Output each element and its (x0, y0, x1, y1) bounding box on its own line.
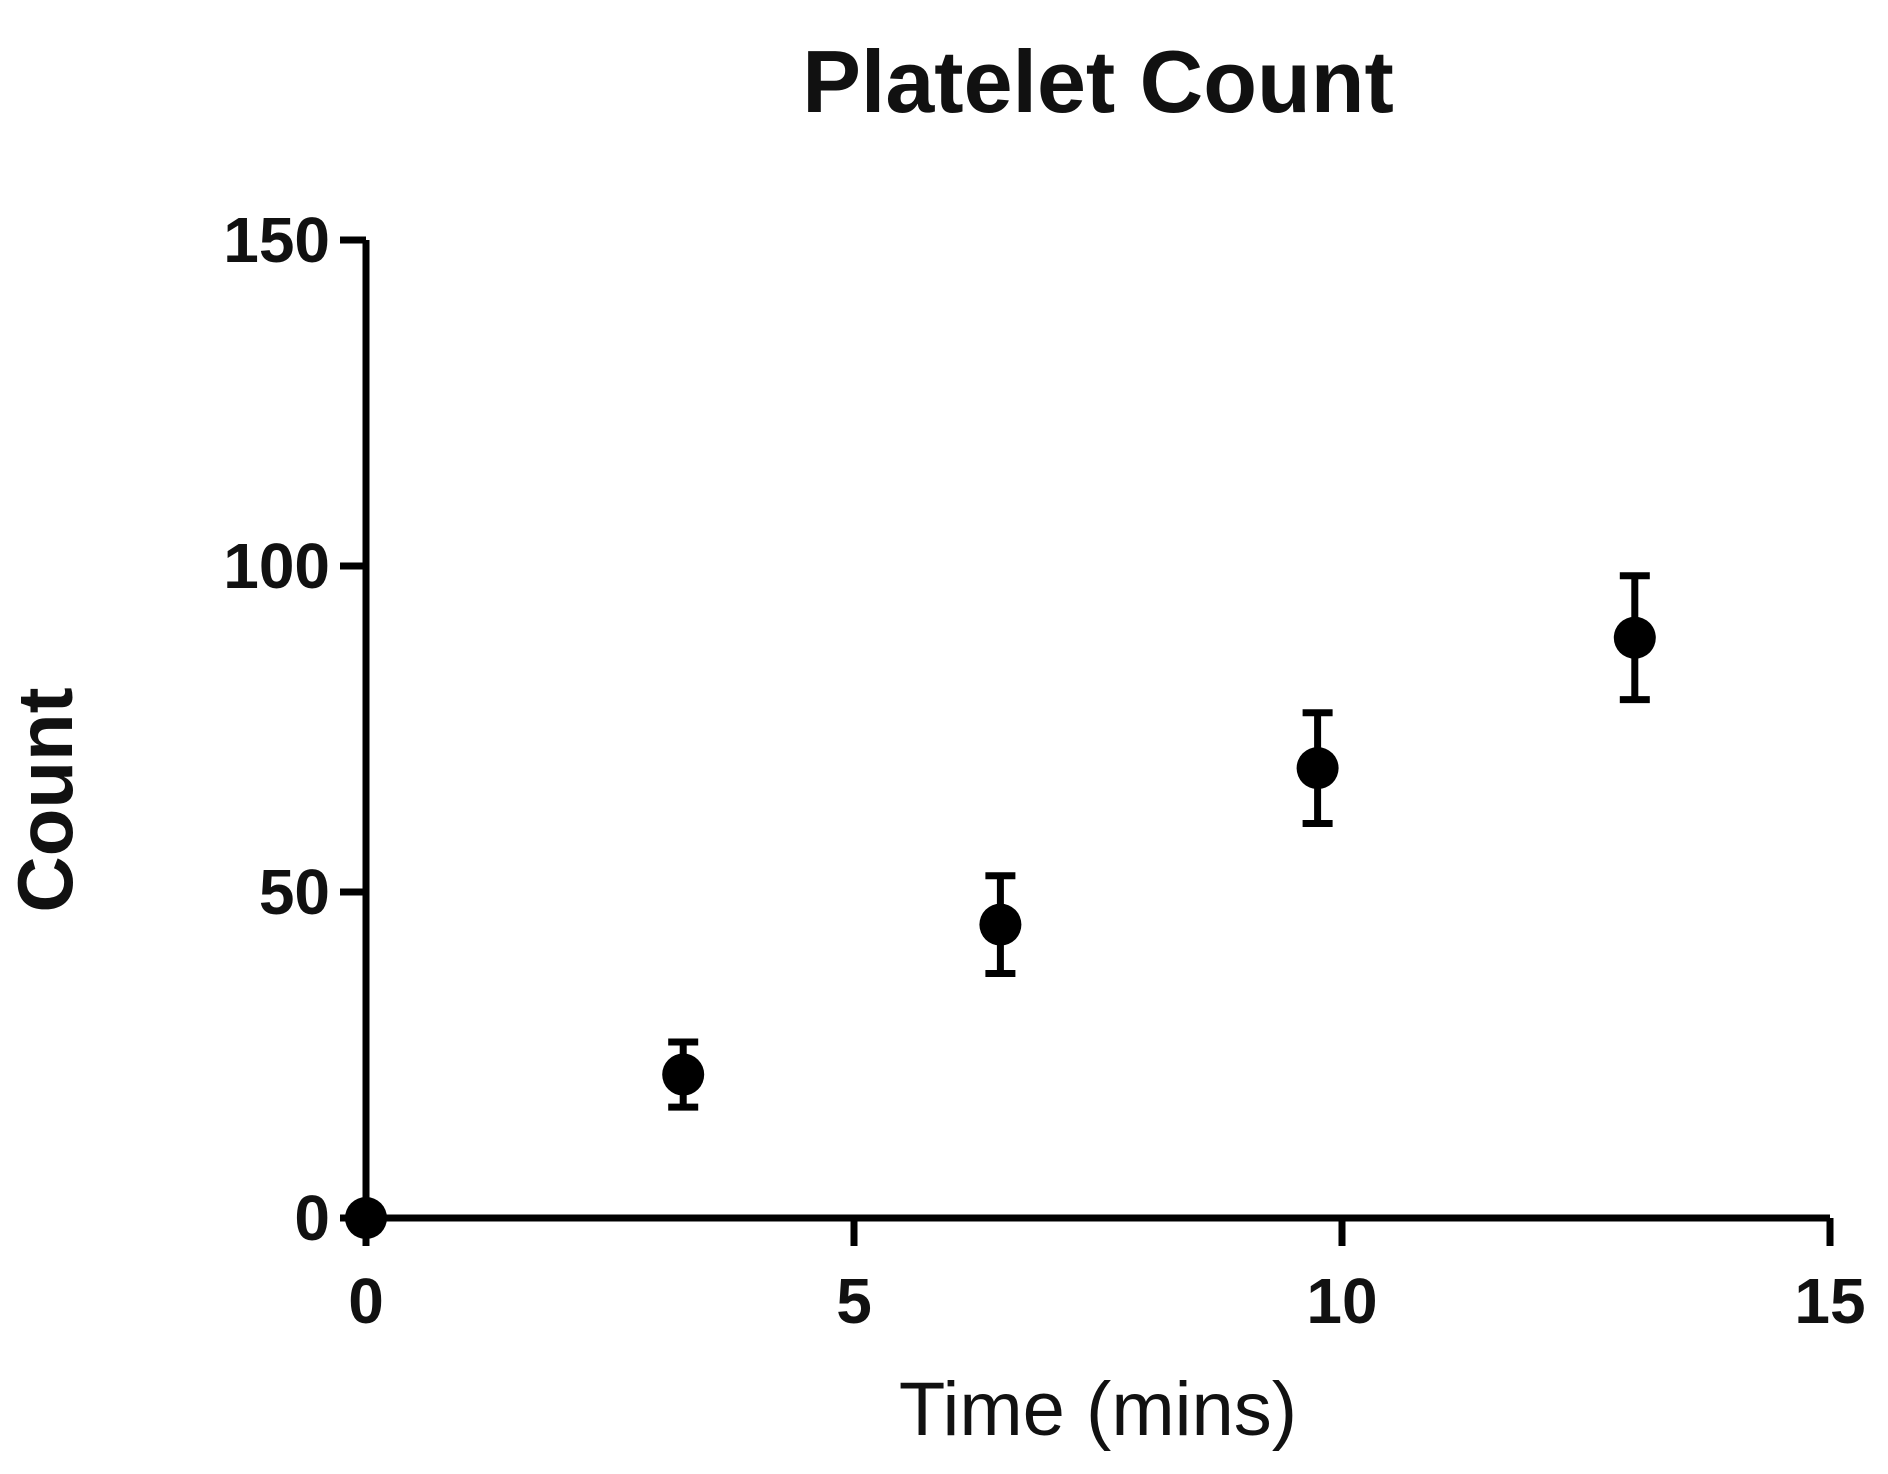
x-tick-label: 0 (348, 1265, 384, 1337)
data-point (345, 1197, 387, 1239)
y-axis-label: Count (1, 687, 89, 912)
data-point (979, 903, 1022, 946)
chart-title: Platelet Count (802, 32, 1394, 131)
y-tick-label: 100 (223, 530, 330, 602)
y-tick-label: 0 (294, 1182, 330, 1254)
x-tick-label: 5 (836, 1265, 872, 1337)
ticks: 0 50 100 150 0 5 10 15 (223, 204, 1865, 1337)
data-point (1613, 616, 1656, 659)
data-marks (345, 572, 1656, 1239)
axes (362, 240, 1830, 1222)
y-tick-label: 50 (259, 856, 330, 928)
y-tick-label: 150 (223, 204, 330, 276)
data-point (1296, 747, 1339, 790)
x-axis-label: Time (mins) (899, 1367, 1297, 1452)
x-tick-label: 15 (1794, 1265, 1865, 1337)
data-point (662, 1053, 705, 1096)
x-tick-label: 10 (1306, 1265, 1377, 1337)
